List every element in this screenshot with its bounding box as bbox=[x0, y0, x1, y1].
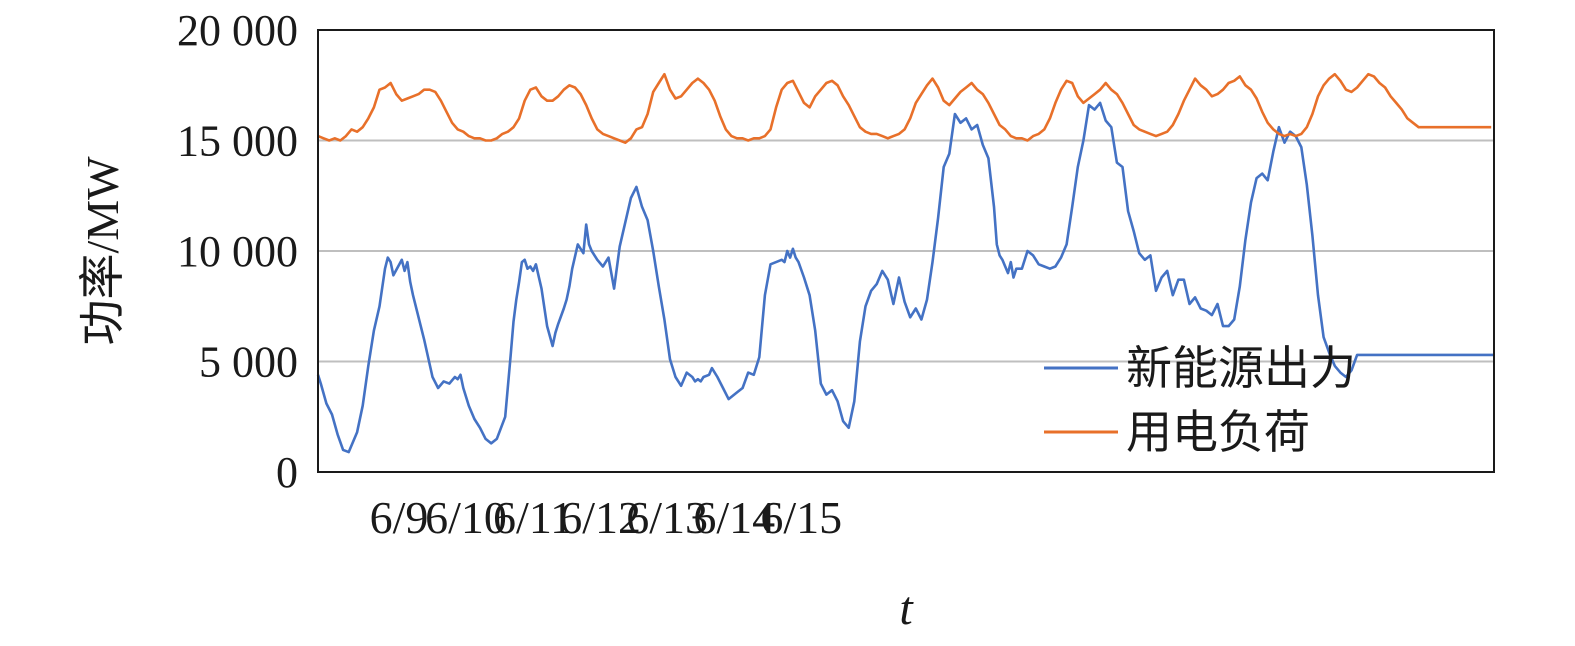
y-axis-label: 功率/MW bbox=[77, 156, 128, 346]
x-axis-label: t bbox=[899, 582, 914, 635]
y-tick-label: 5 000 bbox=[199, 338, 298, 387]
x-tick-label: 6/15 bbox=[760, 492, 842, 543]
x-tick-labels: 6/96/106/116/126/136/146/15 bbox=[370, 492, 843, 543]
legend-label: 用电负荷 bbox=[1126, 407, 1310, 458]
x-tick-label: 6/14 bbox=[693, 492, 775, 543]
x-tick-label: 6/10 bbox=[425, 492, 507, 543]
legend-label: 新能源出力 bbox=[1126, 343, 1356, 394]
y-tick-labels: 0 5 000 10 000 15 000 20 000 bbox=[177, 6, 298, 497]
series-lines bbox=[316, 72, 1494, 454]
x-tick-label: 6/9 bbox=[370, 492, 429, 543]
x-tick-label: 6/13 bbox=[626, 492, 708, 543]
y-tick-label: 10 000 bbox=[177, 227, 298, 276]
x-tick-label: 6/11 bbox=[493, 492, 573, 543]
series-line-0 bbox=[316, 101, 1494, 454]
y-tick-label: 20 000 bbox=[177, 6, 298, 55]
plot-frame bbox=[317, 29, 1495, 473]
series-line-1 bbox=[317, 72, 1492, 144]
x-tick-label: 6/12 bbox=[559, 492, 641, 543]
y-tick-label: 0 bbox=[276, 448, 298, 497]
y-tick-label: 15 000 bbox=[177, 117, 298, 166]
gridlines bbox=[318, 139, 1494, 363]
